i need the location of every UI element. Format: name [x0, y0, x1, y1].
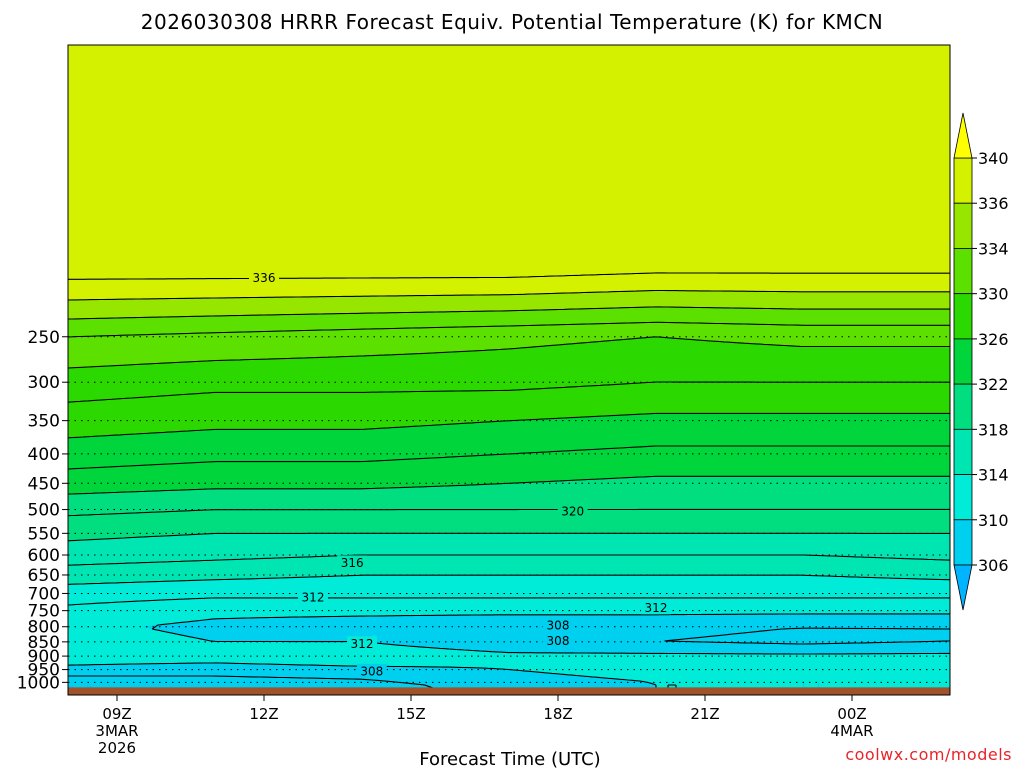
colorbar: 340 336 334 330 326 322 318 314 310 306: [953, 112, 1009, 611]
colorbar-extend-min: [953, 564, 973, 611]
y-tick-label: 700: [28, 584, 60, 604]
y-axis: 2503003504004505005506006507007508008509…: [17, 328, 68, 693]
x-tick-label: 09Z: [102, 705, 131, 723]
contour-label: 308: [547, 634, 570, 648]
x-tick-label: 21Z: [690, 705, 719, 723]
y-tick-label: 500: [28, 501, 60, 521]
contour-label: 312: [302, 590, 325, 604]
contour-label-bg: [249, 270, 279, 285]
colorbar-segment: [953, 428, 973, 475]
colorbar-segment: [953, 293, 973, 340]
contour-label: 312: [645, 601, 668, 615]
contour-label: 312: [351, 637, 374, 651]
contour-308: [68, 627, 950, 695]
ground-terrain: [68, 687, 950, 695]
y-tick-label: 600: [28, 546, 60, 566]
colorbar-segment: [953, 383, 973, 430]
contour-310: [68, 613, 950, 695]
y-tick-label: 1000: [17, 673, 60, 693]
chart-title: 2026030308 HRRR Forecast Equiv. Potentia…: [141, 10, 884, 34]
x-tick-label: 3MAR: [95, 722, 138, 740]
x-axis-label: Forecast Time (UTC): [419, 749, 600, 768]
y-tick-label: 350: [28, 412, 60, 432]
colorbar-tick-label: 326: [978, 330, 1009, 349]
y-tick-label: 750: [28, 602, 60, 622]
contour-label-bg: [298, 589, 328, 604]
x-tick-label: 4MAR: [830, 722, 873, 740]
x-tick-label: 00Z: [837, 705, 866, 723]
y-tick-label: 650: [28, 566, 60, 586]
colorbar-tick-label: 340: [978, 149, 1009, 168]
colorbar-tick-label: 314: [978, 466, 1009, 485]
y-tick-label: 450: [28, 474, 60, 494]
colorbar-tick-label: 306: [978, 556, 1009, 575]
contour-332: [68, 321, 950, 338]
colorbar-segment: [953, 248, 973, 295]
contour-label: 316: [341, 556, 364, 570]
contour-312: [68, 597, 950, 606]
contour-label-bg: [543, 618, 573, 633]
y-tick-label: 800: [28, 618, 60, 638]
colorbar-segment: [953, 338, 973, 385]
colorbar-tick-label: 318: [978, 420, 1009, 439]
contour-330: [68, 336, 950, 369]
contour-label: 320: [561, 505, 584, 519]
contour-324: [68, 445, 950, 470]
credit-text: coolwx.com/models: [845, 745, 1012, 764]
y-tick-label: 900: [28, 647, 60, 667]
plot-frame: [67, 44, 951, 696]
x-tick-label: 12Z: [249, 705, 278, 723]
colorbar-tick-label: 336: [978, 194, 1009, 213]
y-tick-label: 850: [28, 633, 60, 653]
contour-328: [68, 381, 950, 403]
contour-336: [68, 289, 950, 301]
contour-label-bg: [356, 663, 387, 678]
contour-318: [68, 532, 950, 542]
colorbar-tick-label: 322: [978, 375, 1009, 394]
y-tick-label: 950: [28, 661, 60, 681]
y-tick-label: 400: [28, 445, 60, 465]
contour-lines: [68, 272, 950, 695]
x-tick-label: 2026: [98, 739, 136, 757]
contour-label-bg: [641, 600, 671, 615]
colorbar-segment: [953, 519, 973, 566]
contour-label-bg: [337, 555, 368, 570]
contour-label: 336: [253, 271, 276, 285]
colorbar-tick-label: 310: [978, 511, 1009, 530]
colorbar-segment: [953, 202, 973, 249]
colorbar-segment: [953, 474, 973, 521]
x-tick-label: 18Z: [543, 705, 572, 723]
contour-314: [68, 574, 950, 585]
x-tick-label: 15Z: [396, 705, 425, 723]
contour-322: [68, 475, 950, 495]
contour-334: [68, 306, 950, 320]
colorbar-extend-max: [953, 112, 973, 159]
colorbar-tick-label: 330: [978, 285, 1009, 304]
contour-316: [68, 554, 950, 566]
theta-e-field: [68, 45, 950, 695]
colorbar-tick-label: 334: [978, 239, 1009, 258]
y-tick-label: 250: [28, 328, 60, 348]
contour-label-bg: [557, 504, 588, 519]
y-tick-label: 550: [28, 524, 60, 544]
contour-label: 308: [360, 664, 383, 678]
y-tick-label: 300: [28, 373, 60, 393]
contour-326: [68, 412, 950, 439]
contour-label-bg: [543, 633, 573, 648]
contour-320: [68, 508, 950, 517]
colorbar-segment: [953, 157, 973, 204]
contour-label: 308: [547, 619, 570, 633]
contour-338: [68, 272, 950, 280]
contour-label-bg: [347, 636, 377, 651]
